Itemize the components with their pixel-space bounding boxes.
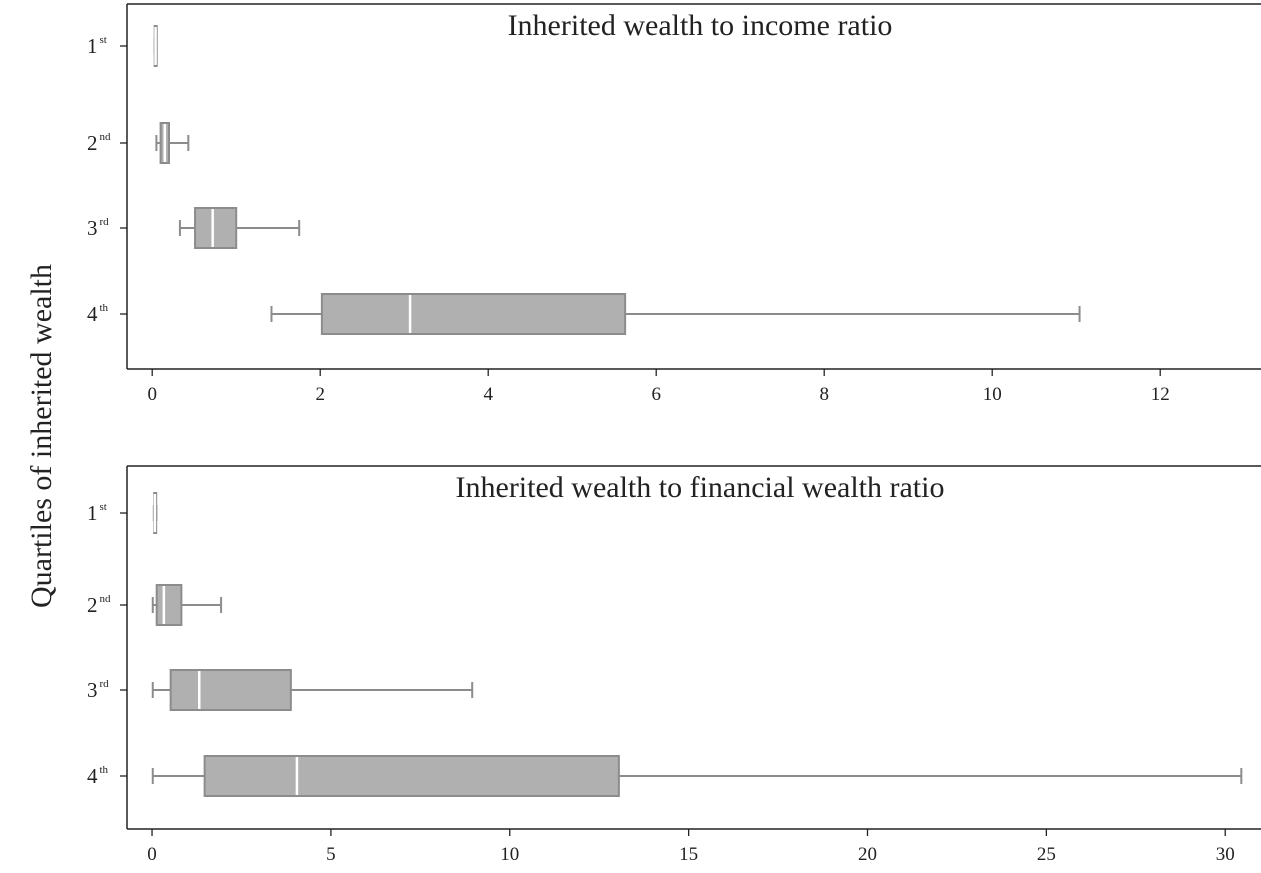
x-tick-label: 12 [1151, 384, 1170, 405]
quartile-number: 3 [87, 216, 98, 240]
quartile-ordinal-suffix: th [100, 764, 109, 776]
quartile-number: 4 [87, 302, 98, 326]
x-tick-label: 8 [819, 384, 829, 405]
quartile-number: 1 [87, 501, 98, 525]
x-tick-label: 15 [679, 844, 698, 865]
quartile-number: 3 [87, 678, 98, 702]
x-tick-label: 10 [500, 844, 519, 865]
quartile-ordinal-suffix: rd [100, 216, 110, 228]
quartile-number: 2 [87, 593, 98, 617]
quartile-ordinal-suffix: st [100, 501, 107, 513]
x-tick-label: 20 [858, 844, 877, 865]
x-tick-label: 2 [315, 384, 325, 405]
x-tick-label: 10 [983, 384, 1002, 405]
chart-title: Inherited wealth to financial wealth rat… [456, 471, 945, 504]
x-tick-label: 30 [1216, 844, 1235, 865]
quartile-ordinal-suffix: rd [100, 678, 110, 690]
iqr-box [320, 293, 627, 335]
iqr-box [155, 584, 183, 626]
x-tick-label: 4 [483, 384, 493, 405]
quartile-ordinal-suffix: nd [100, 593, 112, 605]
x-tick-label: 25 [1037, 844, 1056, 865]
quartile-number: 2 [87, 131, 98, 155]
chart-title: Inherited wealth to income ratio [508, 9, 893, 42]
iqr-box [203, 755, 620, 797]
quartile-ordinal-suffix: nd [100, 131, 112, 143]
x-tick-label: 0 [147, 384, 157, 405]
iqr-box [194, 207, 238, 249]
quartile-number: 1 [87, 34, 98, 58]
x-tick-label: 0 [147, 844, 157, 865]
quartile-ordinal-suffix: st [100, 34, 107, 46]
panel-financial-wealth-ratio: Inherited wealth to financial wealth rat… [87, 465, 1261, 865]
quartile-ordinal-suffix: th [100, 302, 109, 314]
panel-income-ratio: Inherited wealth to income ratio 0 2 4 6 8 10 1… [87, 3, 1261, 405]
quartile-number: 4 [87, 764, 98, 788]
x-tick-label: 6 [651, 384, 661, 405]
iqr-box [169, 669, 292, 711]
x-tick-label: 5 [326, 844, 336, 865]
